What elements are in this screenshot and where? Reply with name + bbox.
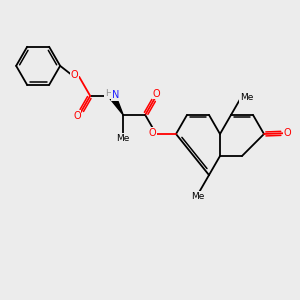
- Text: O: O: [73, 111, 81, 121]
- Text: O: O: [284, 128, 292, 138]
- Text: O: O: [70, 70, 78, 80]
- Text: O: O: [153, 89, 160, 99]
- Text: H: H: [105, 89, 112, 98]
- Text: Me: Me: [191, 192, 204, 201]
- Polygon shape: [109, 94, 123, 115]
- Text: Me: Me: [116, 134, 130, 143]
- Text: O: O: [148, 128, 156, 138]
- Text: Me: Me: [240, 93, 253, 102]
- Text: N: N: [112, 90, 119, 100]
